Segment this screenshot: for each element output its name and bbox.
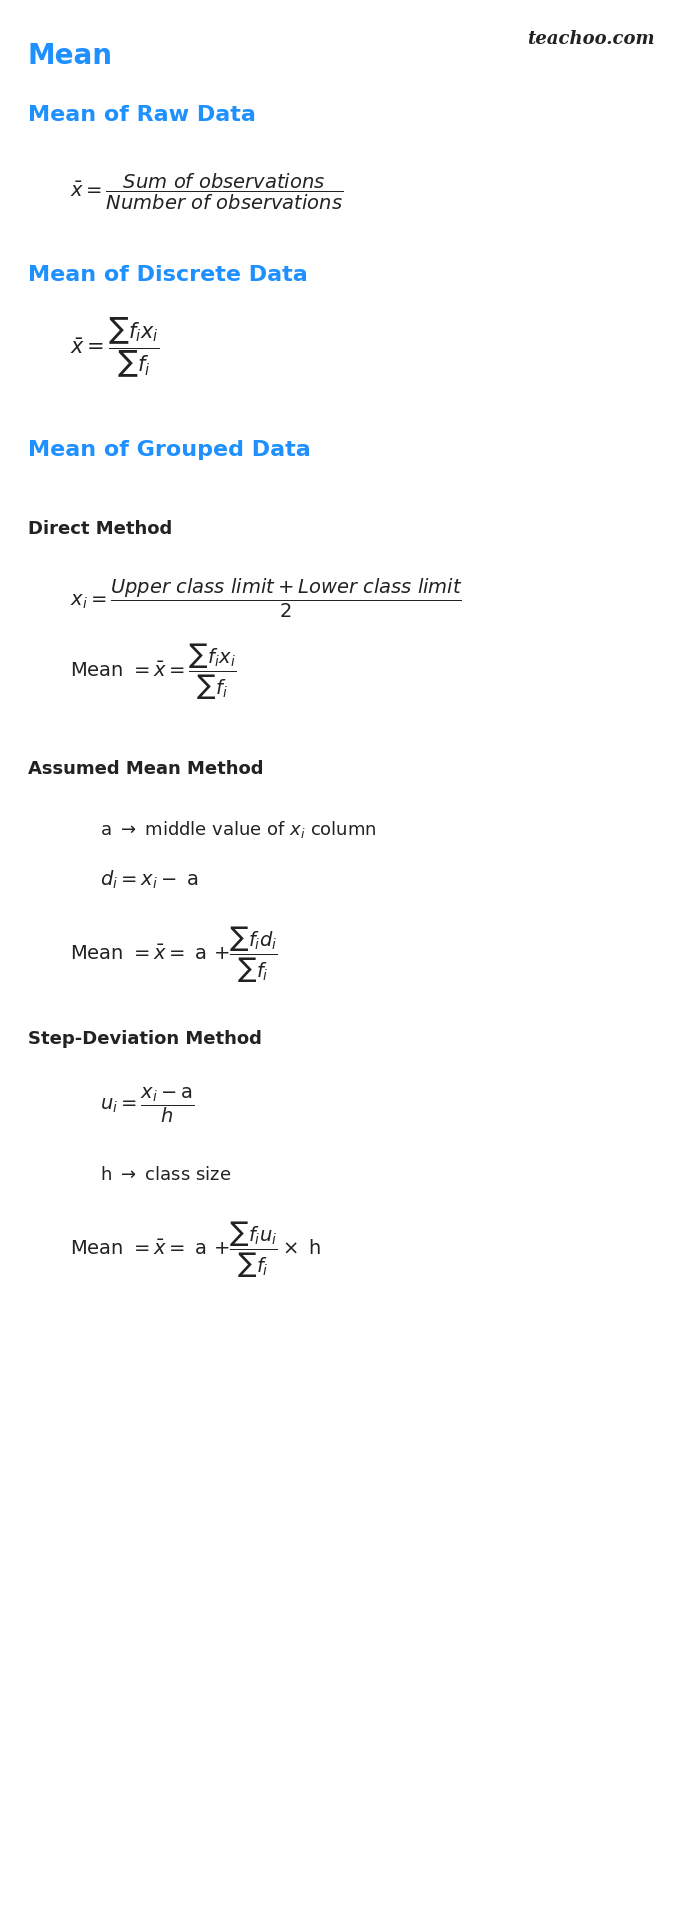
Text: Mean of Discrete Data: Mean of Discrete Data [28,264,308,285]
Text: Mean: Mean [28,42,113,69]
Text: Mean $= \bar{x} =$ a $+ \dfrac{\sum f_i d_i}{\sum f_i}$: Mean $= \bar{x} =$ a $+ \dfrac{\sum f_i … [70,925,278,985]
Text: $\bar{x} = \dfrac{\sum f_i x_i}{\sum f_i}$: $\bar{x} = \dfrac{\sum f_i x_i}{\sum f_i… [70,316,159,380]
Text: Assumed Mean Method: Assumed Mean Method [28,760,264,779]
Text: Step-Deviation Method: Step-Deviation Method [28,1030,262,1049]
Text: Mean of Grouped Data: Mean of Grouped Data [28,440,311,461]
Text: $d_i = x_i -$ a: $d_i = x_i -$ a [100,870,199,891]
Text: a $\rightarrow$ middle value of $x_i$ column: a $\rightarrow$ middle value of $x_i$ co… [100,819,377,841]
Text: Mean $= \bar{x} =$ a $+ \dfrac{\sum f_i u_i}{\sum f_i} \times$ h: Mean $= \bar{x} =$ a $+ \dfrac{\sum f_i … [70,1220,321,1280]
Text: teachoo.com: teachoo.com [528,31,655,48]
Text: $x_i = \dfrac{\mathit{Upper\ class\ limit + Lower\ class\ limit}}{2}$: $x_i = \dfrac{\mathit{Upper\ class\ limi… [70,576,462,619]
Text: $\bar{x} = \dfrac{\mathit{Sum\ of\ observations}}{\mathit{Number\ of\ observatio: $\bar{x} = \dfrac{\mathit{Sum\ of\ obser… [70,172,343,212]
Text: Mean $= \bar{x} = \dfrac{\sum f_i x_i}{\sum f_i}$: Mean $= \bar{x} = \dfrac{\sum f_i x_i}{\… [70,642,237,702]
Text: h $\rightarrow$ class size: h $\rightarrow$ class size [100,1166,231,1184]
Text: Mean of Raw Data: Mean of Raw Data [28,104,256,125]
Text: Direct Method: Direct Method [28,521,172,538]
Text: $u_i = \dfrac{x_i - \mathrm{a}}{h}$: $u_i = \dfrac{x_i - \mathrm{a}}{h}$ [100,1085,194,1124]
